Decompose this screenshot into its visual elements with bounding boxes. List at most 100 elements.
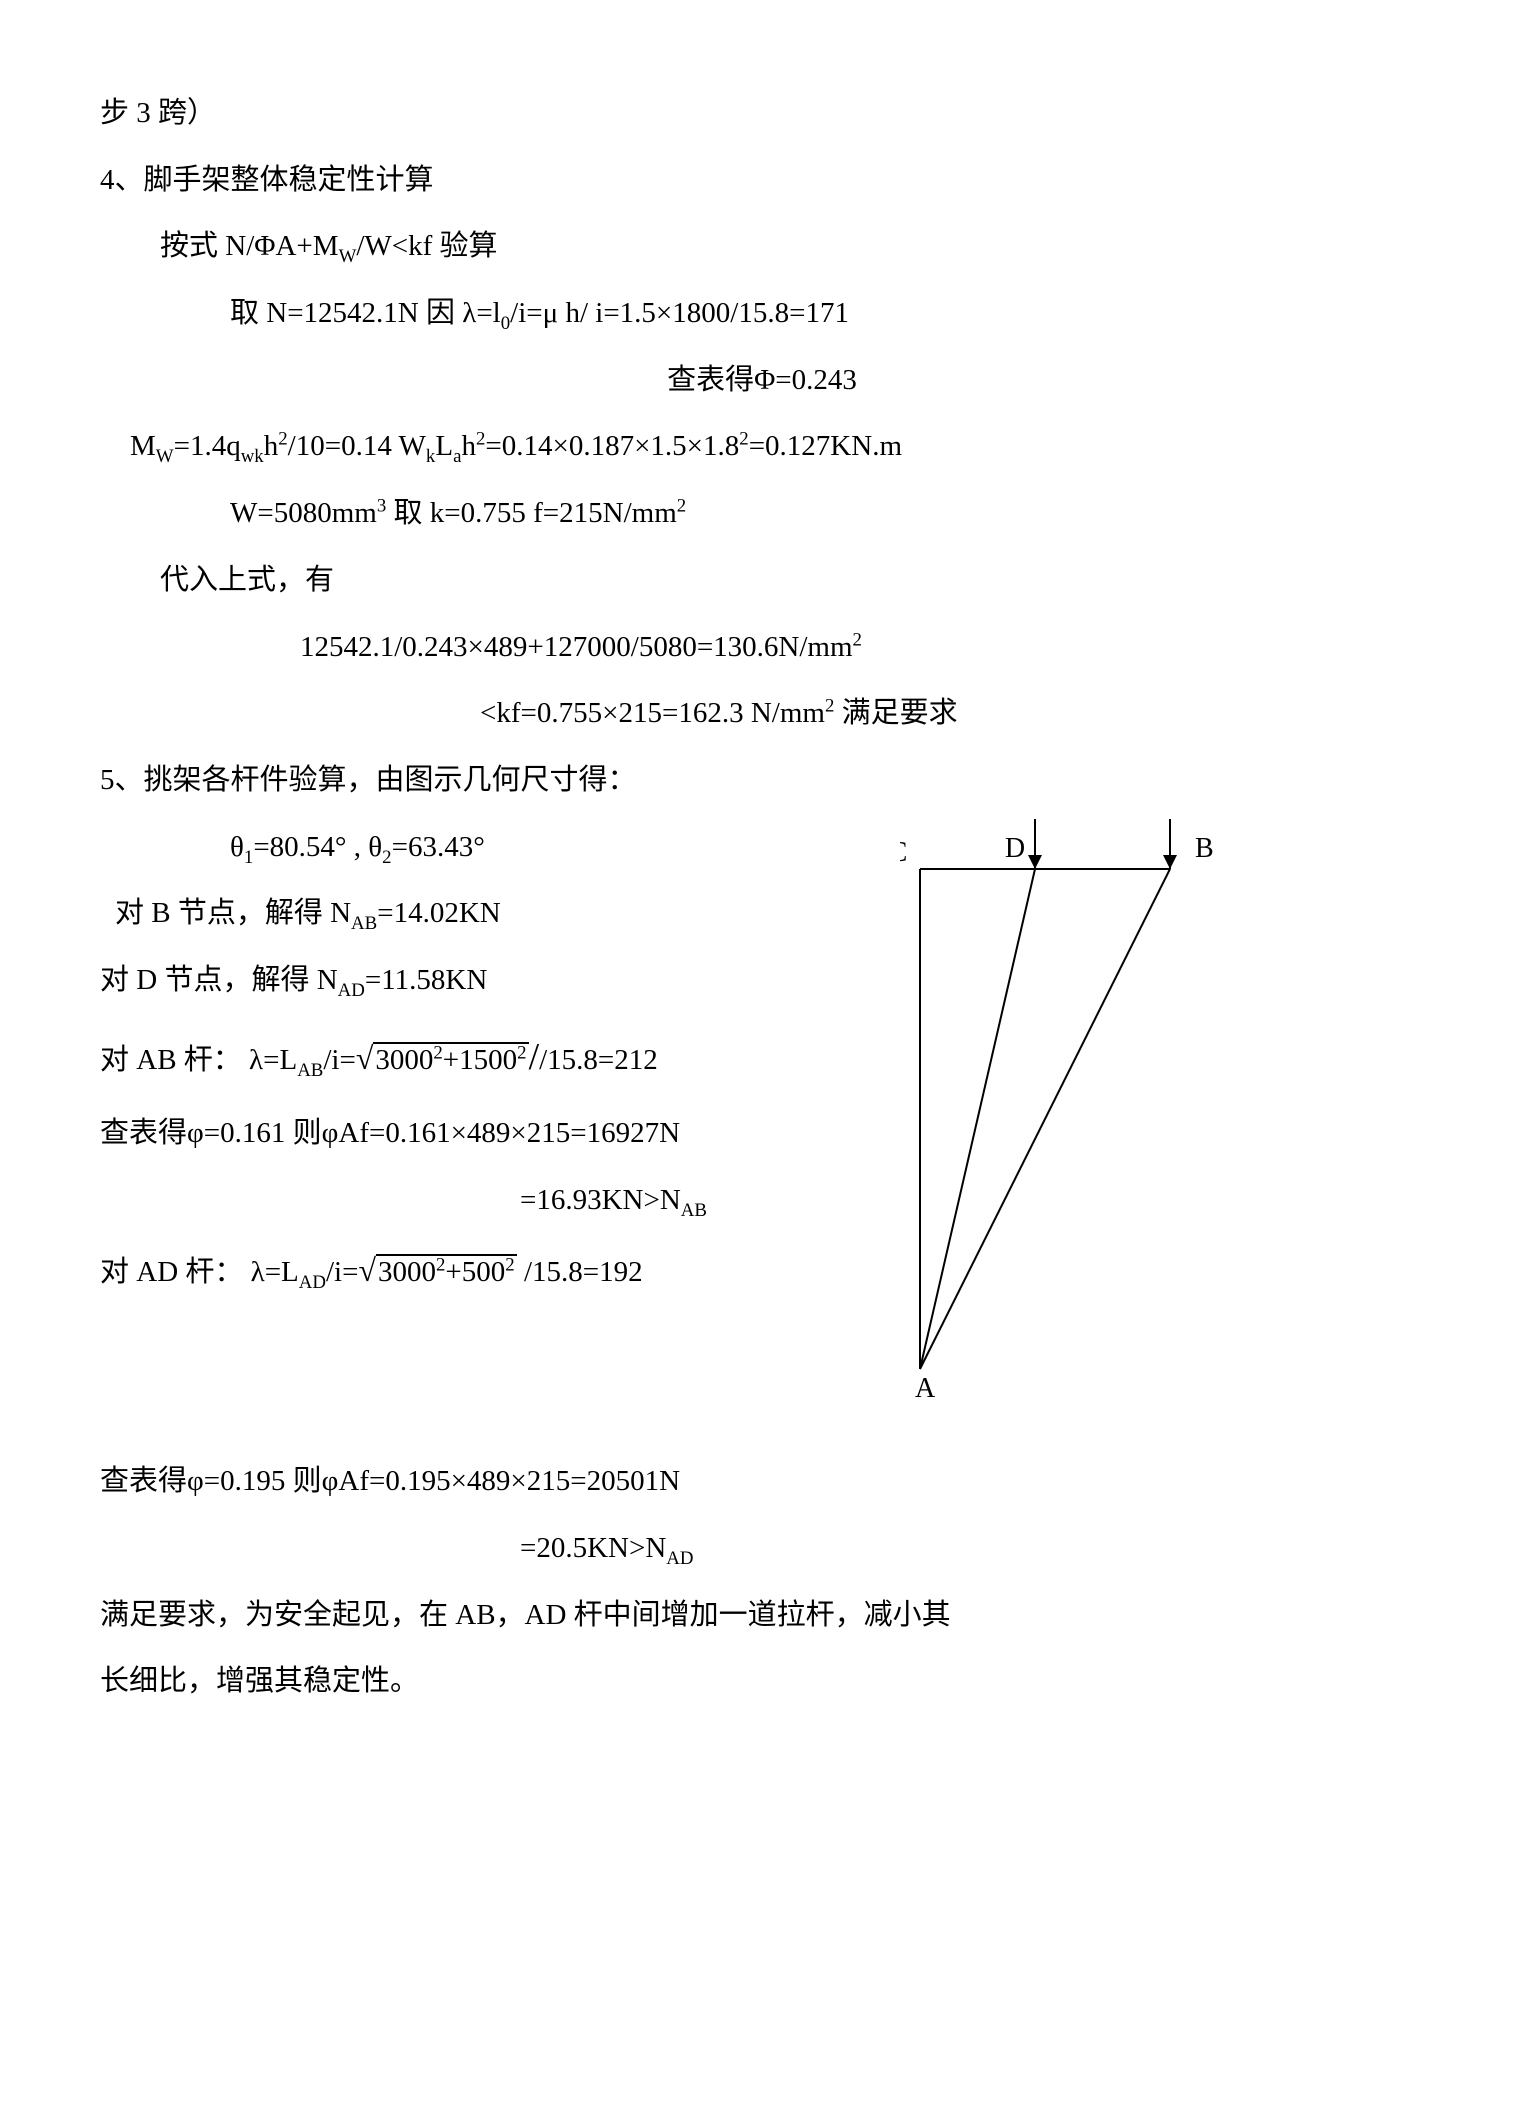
subscript: wk (241, 446, 264, 467)
text: 查表得 (100, 1117, 187, 1149)
text: =l (476, 297, 500, 329)
w-k-f-line: W=5080mm3 取 k=0.755 f=215N/mm2 (100, 480, 1424, 547)
superscript: 3 (377, 495, 386, 516)
text: /i= (323, 1044, 355, 1076)
sqrt-body: 30002+15002 (373, 1042, 528, 1076)
sqrt: √30002+15002 (356, 1022, 529, 1095)
text: 对 B 节点，解得 N (115, 897, 351, 929)
sqrt-body: 30002+5002 (376, 1254, 517, 1288)
text: 3000 (375, 1044, 433, 1076)
formula-check: 按式 N/ΦA+MW/W<kf 验算 (100, 213, 1424, 280)
text: /i= (510, 297, 542, 329)
ad-result: =20.5KN>NAD (100, 1515, 1424, 1582)
para-0: 步 3 跨） (100, 80, 1424, 147)
subscript: AB (351, 913, 377, 934)
subscript: AD (338, 980, 365, 1001)
superscript: 2 (505, 1254, 514, 1275)
text: Φ (254, 230, 275, 262)
section-5-title: 5、挑架各杆件验算，由图示几何尺寸得： (100, 747, 1424, 814)
superscript: 2 (433, 1042, 442, 1063)
subscript: AD (666, 1548, 693, 1569)
text: =11.58KN (365, 964, 487, 996)
text: 对 AD 杆： (100, 1256, 251, 1288)
text: Af=0.161×489×215=16927N (338, 1117, 680, 1149)
text: 12542.1/0.243×489+127000/5080=130.6N/mm (300, 631, 853, 663)
text: +500 (445, 1256, 505, 1288)
text: =0.127KN.m (749, 430, 902, 462)
subscript: 2 (382, 846, 391, 867)
text: 对 AB 杆： (100, 1044, 249, 1076)
superscript: 2 (825, 696, 834, 717)
subscript: 1 (244, 846, 253, 867)
text: 取 N=12542.1N 因 (230, 297, 455, 329)
text: λ (462, 297, 476, 329)
text: =63.43° (392, 831, 485, 863)
text: φ (322, 1465, 339, 1497)
text: =16.93KN>N (520, 1184, 681, 1216)
substitute-line: 代入上式，有 (100, 547, 1424, 614)
text: φ (187, 1117, 204, 1149)
phi-value: 查表得Φ=0.243 (100, 347, 1424, 414)
text: W=5080mm (230, 497, 377, 529)
text: =L (263, 1044, 297, 1076)
text: =0.161 则 (204, 1117, 322, 1149)
superscript: 2 (677, 495, 686, 516)
text: 查表得 (100, 1465, 187, 1497)
subscript: AB (297, 1059, 323, 1080)
node-d-line: 对 D 节点，解得 NAD=11.58KN (100, 947, 880, 1014)
subscript: AB (681, 1200, 707, 1221)
phi-ad-line: 查表得φ=0.195 则φAf=0.195×489×215=20501N (100, 1448, 1424, 1515)
conclusion-2: 长细比，增强其稳定性。 (100, 1648, 1424, 1715)
text: =0.195 则 (204, 1465, 322, 1497)
truss-diagram: C D B A (900, 814, 1250, 1424)
ab-rod-line: 对 AB 杆： λ=LAB/i=√30002+15002//15.8=212 (100, 1014, 880, 1101)
text: λ (251, 1256, 265, 1288)
text: 满足要求 (834, 697, 957, 729)
text: M (130, 430, 156, 462)
subscript: 0 (501, 313, 510, 334)
text: /15.8=192 (517, 1256, 643, 1288)
superscript: 2 (436, 1254, 445, 1275)
text: 3000 (378, 1256, 436, 1288)
text: =L (265, 1256, 299, 1288)
text: =20.5KN>N (520, 1532, 666, 1564)
svg-text:D: D (1005, 833, 1025, 864)
subscript: AD (299, 1272, 326, 1293)
mw-line: MW=1.4qwkh2/10=0.14 WkLah2=0.14×0.187×1.… (100, 413, 1424, 480)
sqrt-symbol: √ (356, 1041, 374, 1076)
text: L (435, 430, 453, 462)
text: / (529, 1036, 539, 1078)
subscript: k (426, 446, 435, 467)
svg-text:B: B (1195, 833, 1214, 864)
ab-result: =16.93KN>NAB (100, 1167, 880, 1234)
svg-text:A: A (915, 1373, 936, 1404)
sqrt-symbol: √ (358, 1253, 376, 1288)
diagram-column: C D B A (900, 814, 1250, 1449)
superscript: 2 (476, 429, 485, 450)
text: 按式 N/ (160, 230, 254, 262)
superscript: 2 (517, 1042, 526, 1063)
superscript: 2 (853, 629, 862, 650)
text: Φ (754, 364, 775, 396)
text: +1500 (443, 1044, 517, 1076)
section-5-body: θ1=80.54° , θ2=63.43° 对 B 节点，解得 NAB=14.0… (100, 814, 1424, 1449)
text: h (461, 430, 476, 462)
text: Af=0.195×489×215=20501N (338, 1465, 680, 1497)
text: =0.14×0.187×1.5×1.8 (485, 430, 739, 462)
text: <kf=0.755×215=162.3 N/mm (480, 697, 825, 729)
kf-check: <kf=0.755×215=162.3 N/mm2 满足要求 (100, 680, 1424, 747)
text: =14.02KN (377, 897, 501, 929)
text: /W<kf 验算 (356, 230, 497, 262)
svg-text:C: C (900, 837, 907, 868)
section-4-title: 4、脚手架整体稳定性计算 (100, 147, 1424, 214)
n-lambda-line: 取 N=12542.1N 因 λ=l0/i=μ h/ i=1.5×1800/15… (100, 280, 1424, 347)
ad-rod-line: 对 AD 杆： λ=LAD/i=√30002+5002 /15.8=192 (100, 1234, 880, 1307)
text: μ (543, 297, 559, 329)
text: h (264, 430, 279, 462)
text: =1.4q (174, 430, 241, 462)
node-b-line: 对 B 节点，解得 NAB=14.02KN (100, 880, 880, 947)
text: A+M (275, 230, 338, 262)
theta-line: θ1=80.54° , θ2=63.43° (100, 814, 880, 881)
text: =0.243 (775, 364, 857, 396)
text: /15.8=212 (539, 1044, 658, 1076)
